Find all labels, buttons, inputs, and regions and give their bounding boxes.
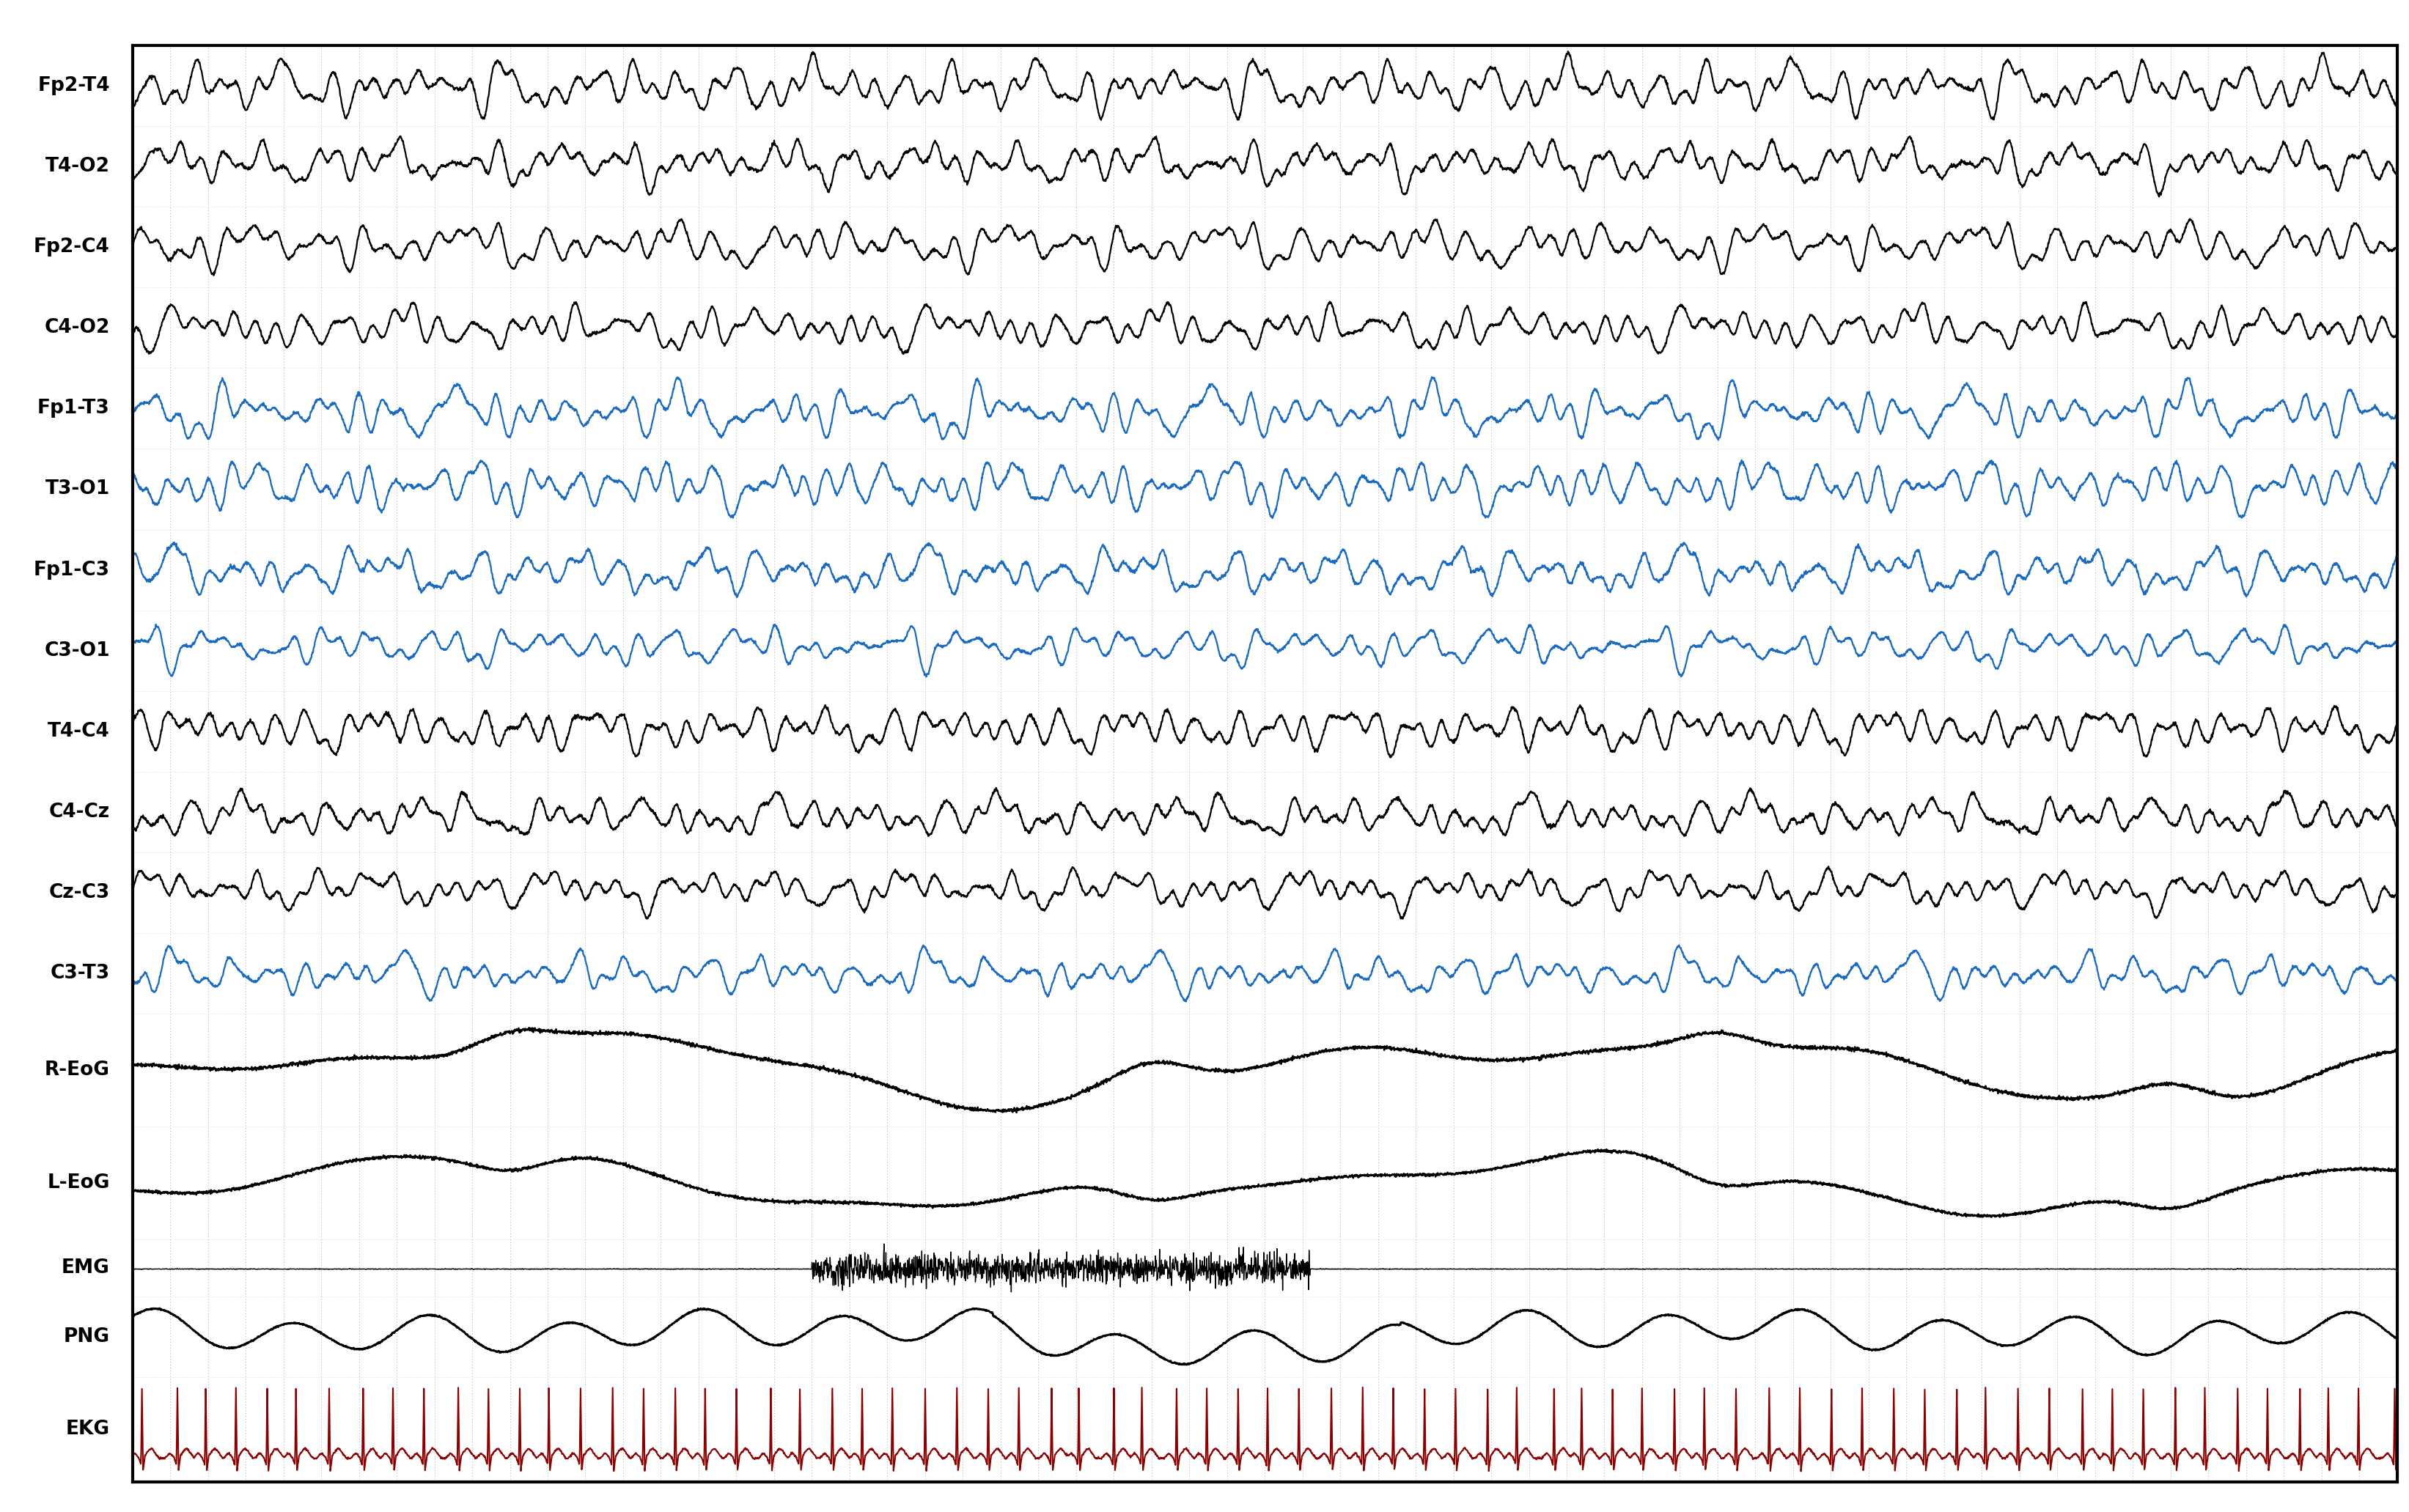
Text: EMG: EMG: [63, 1258, 111, 1278]
Text: Fp1-T3: Fp1-T3: [39, 399, 111, 417]
Text: PNG: PNG: [63, 1328, 111, 1346]
Text: Cz-C3: Cz-C3: [48, 883, 111, 903]
Text: C4-O2: C4-O2: [43, 318, 111, 337]
Text: C3-O1: C3-O1: [43, 641, 111, 661]
Text: T4-O2: T4-O2: [46, 157, 111, 175]
Text: Fp2-T4: Fp2-T4: [39, 76, 111, 95]
Text: R-EoG: R-EoG: [46, 1061, 111, 1080]
Text: EKG: EKG: [65, 1420, 111, 1439]
Text: C3-T3: C3-T3: [51, 963, 111, 983]
Text: Fp1-C3: Fp1-C3: [34, 561, 111, 579]
Text: C4-Cz: C4-Cz: [48, 803, 111, 821]
Text: L-EoG: L-EoG: [48, 1173, 111, 1193]
Text: T3-O1: T3-O1: [46, 479, 111, 499]
Text: Fp2-C4: Fp2-C4: [34, 237, 111, 257]
Text: T4-C4: T4-C4: [48, 721, 111, 741]
